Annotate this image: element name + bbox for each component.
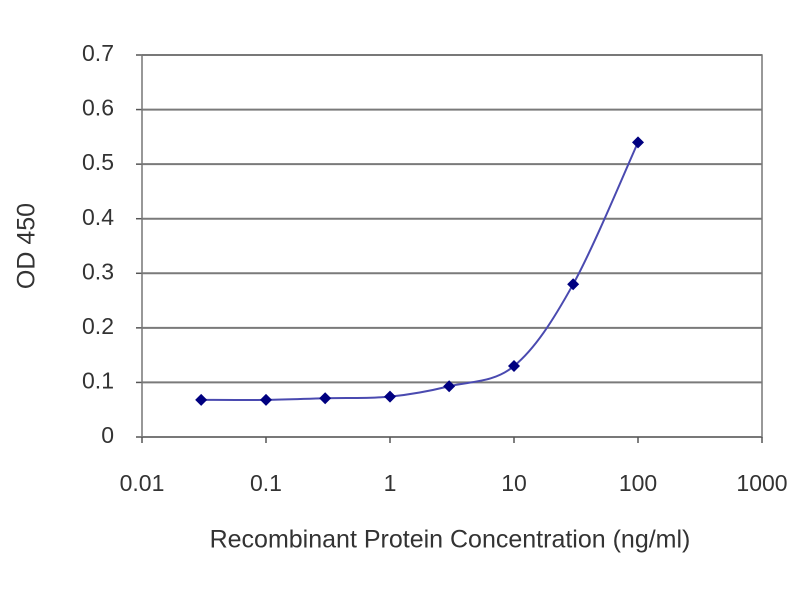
marker (195, 393, 208, 406)
y-tick-label: 0.6 (82, 95, 114, 121)
marker (319, 392, 332, 405)
x-tick-label: 100 (619, 470, 657, 496)
y-tick-label: 0.7 (82, 40, 114, 66)
marker (443, 380, 456, 393)
x-tick-label: 0.1 (250, 470, 282, 496)
y-tick-label: 0 (101, 422, 114, 448)
y-tick-label: 0.2 (82, 313, 114, 339)
y-tick-label: 0.1 (82, 368, 114, 394)
plot-border (141, 54, 763, 438)
marker (508, 360, 520, 373)
x-tick-label: 1000 (736, 470, 787, 496)
marker (384, 390, 396, 403)
marker (632, 136, 644, 149)
marker (260, 393, 272, 406)
x-tick-label: 0.01 (120, 470, 165, 496)
y-tick-label: 0.3 (82, 258, 114, 284)
y-tick-label: 0.4 (82, 204, 114, 230)
x-axis-title: Recombinant Protein Concentration (ng/ml… (210, 526, 691, 554)
y-axis-title: OD 450 (13, 203, 41, 289)
marker (567, 278, 580, 291)
x-tick-label: 10 (501, 470, 527, 496)
x-tick-label: 1 (384, 470, 397, 496)
y-tick-label: 0.5 (82, 149, 114, 175)
